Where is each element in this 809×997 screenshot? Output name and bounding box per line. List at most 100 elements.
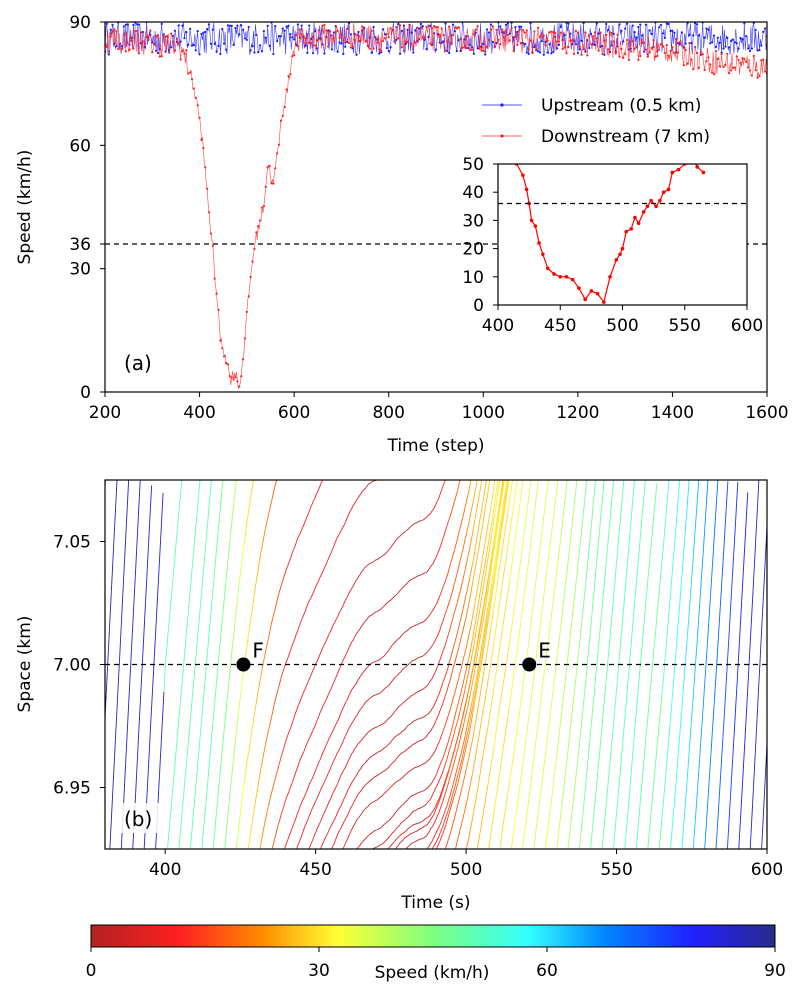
trajectory-segment [469,646,472,654]
trajectory-segment [76,592,78,622]
trajectory-segment [374,847,376,849]
trajectory-segment [440,787,444,793]
trajectory-segment [461,714,464,721]
trajectory-segment [447,712,450,718]
trajectory-segment [491,570,495,581]
inset-x-tick-label: 600 [731,316,763,336]
trajectory-segment [351,719,355,723]
trajectory-segment [200,706,204,724]
trajectory-segment [369,729,372,732]
trajectory-segment [360,491,363,494]
trajectory-segment [479,826,482,836]
trajectory-segment [176,724,179,742]
trajectory-segment [270,787,274,794]
downstream-point [313,44,317,47]
trajectory-segment [422,826,425,828]
trajectory-segment [308,781,312,785]
trajectory-segment [715,480,719,503]
trajectory-segment [496,607,500,619]
downstream-point [678,40,682,44]
trajectory-segment [274,695,277,702]
trajectory-segment [502,498,505,509]
upstream-point [567,22,570,25]
trajectory-segment [397,858,399,860]
trajectory-segment [361,860,363,862]
panel-a-series-downstream [105,23,767,390]
trajectory-segment [402,837,406,841]
trajectory-segment [414,766,417,769]
trajectory-segment [367,664,370,668]
trajectory-segment [650,531,653,548]
downstream-point [735,55,738,58]
trajectory-segment [601,829,605,846]
trajectory-segment [439,822,442,826]
trajectory-segment [299,801,303,807]
trajectory-segment [510,840,513,849]
downstream-point [474,28,477,31]
trajectory-segment [480,591,484,601]
trajectory-segment [213,691,217,709]
trajectory-segment [545,486,549,499]
trajectory-segment [267,632,271,640]
trajectory-segment [207,502,210,520]
trajectory-segment [656,729,660,746]
trajectory-segment [417,718,420,720]
trajectory-segment [527,634,531,648]
trajectory-segment [443,764,446,770]
trajectory-segment [297,840,301,845]
trajectory-segment [313,832,317,837]
upstream-point [525,51,528,54]
trajectory-segment [424,572,426,574]
trajectory-segment [343,843,346,847]
downstream-point [586,54,589,57]
downstream-point [132,47,135,50]
trajectory-segment [487,485,490,496]
trajectory-segment [24,470,26,500]
trajectory-segment [421,739,423,741]
downstream-point [582,48,585,51]
trajectory-segment [370,696,373,699]
trajectory-segment [510,687,513,698]
trajectory-segment [314,799,317,804]
trajectory-segment [301,615,305,619]
trajectory-segment [697,614,700,637]
trajectory-segment [500,508,504,519]
trajectory-segment [422,738,425,741]
trajectory-segment [442,813,445,818]
trajectory-segment [673,536,676,555]
trajectory-segment [423,620,426,623]
downstream-point [151,51,154,54]
trajectory-segment [500,520,503,531]
trajectory-segment [574,575,578,590]
trajectory-segment [613,826,616,845]
downstream-point [533,30,536,33]
upstream-point [217,44,220,47]
trajectory-segment [416,575,419,577]
trajectory-segment [420,717,423,719]
trajectory-segment [461,579,464,586]
trajectory-segment [260,835,263,844]
trajectory-segment [271,841,275,849]
trajectory-segment [515,519,519,531]
trajectory-segment [602,698,605,716]
trajectory-segment [243,535,246,547]
trajectory-segment [370,562,373,564]
downstream-point [520,41,523,45]
trajectory-segment [329,732,333,737]
trajectory-segment [681,553,685,574]
trajectory-segment [395,734,399,737]
trajectory-segment [692,678,695,700]
downstream-point [580,53,583,56]
trajectory-segment [517,507,520,520]
trajectory-segment [440,791,443,797]
trajectory-segment [590,829,593,846]
upstream-point [459,49,462,53]
trajectory-segment [324,776,328,781]
trajectory-segment [305,516,308,521]
trajectory-segment [515,726,518,738]
panel-a-x-tick-label: 1400 [651,403,694,423]
downstream-point [552,31,555,34]
trajectory-segment [490,822,494,833]
trajectory-segment [472,552,475,562]
trajectory-segment [453,744,457,751]
